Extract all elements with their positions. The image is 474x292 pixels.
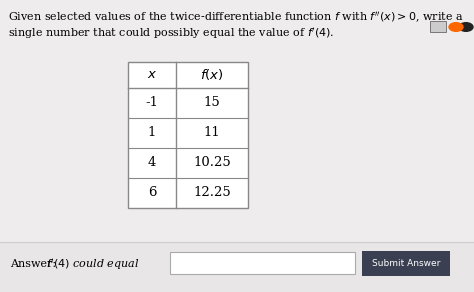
Text: Submit Answer: Submit Answer xyxy=(372,259,440,268)
Text: $f'(4)$ could equal: $f'(4)$ could equal xyxy=(46,256,139,272)
Circle shape xyxy=(459,23,473,31)
Bar xyxy=(170,252,355,274)
Bar xyxy=(430,21,446,32)
Text: $f(x)$: $f(x)$ xyxy=(200,67,224,83)
Text: -1: -1 xyxy=(146,96,158,110)
Circle shape xyxy=(449,23,463,31)
Text: 6: 6 xyxy=(148,187,156,199)
Text: 15: 15 xyxy=(204,96,220,110)
Text: single number that could possibly equal the value of $f'(4)$.: single number that could possibly equal … xyxy=(8,26,334,41)
Text: 11: 11 xyxy=(204,126,220,140)
Text: $x$: $x$ xyxy=(147,69,157,81)
Text: 1: 1 xyxy=(148,126,156,140)
Text: 4: 4 xyxy=(148,157,156,169)
Bar xyxy=(0,242,474,292)
Text: 10.25: 10.25 xyxy=(193,157,231,169)
Bar xyxy=(128,62,248,208)
Text: Given selected values of the twice-differentiable function $f$ with $f''(x) > 0$: Given selected values of the twice-diffe… xyxy=(8,10,464,25)
Text: 12.25: 12.25 xyxy=(193,187,231,199)
Text: Answer:: Answer: xyxy=(10,259,63,269)
Bar xyxy=(362,251,450,276)
